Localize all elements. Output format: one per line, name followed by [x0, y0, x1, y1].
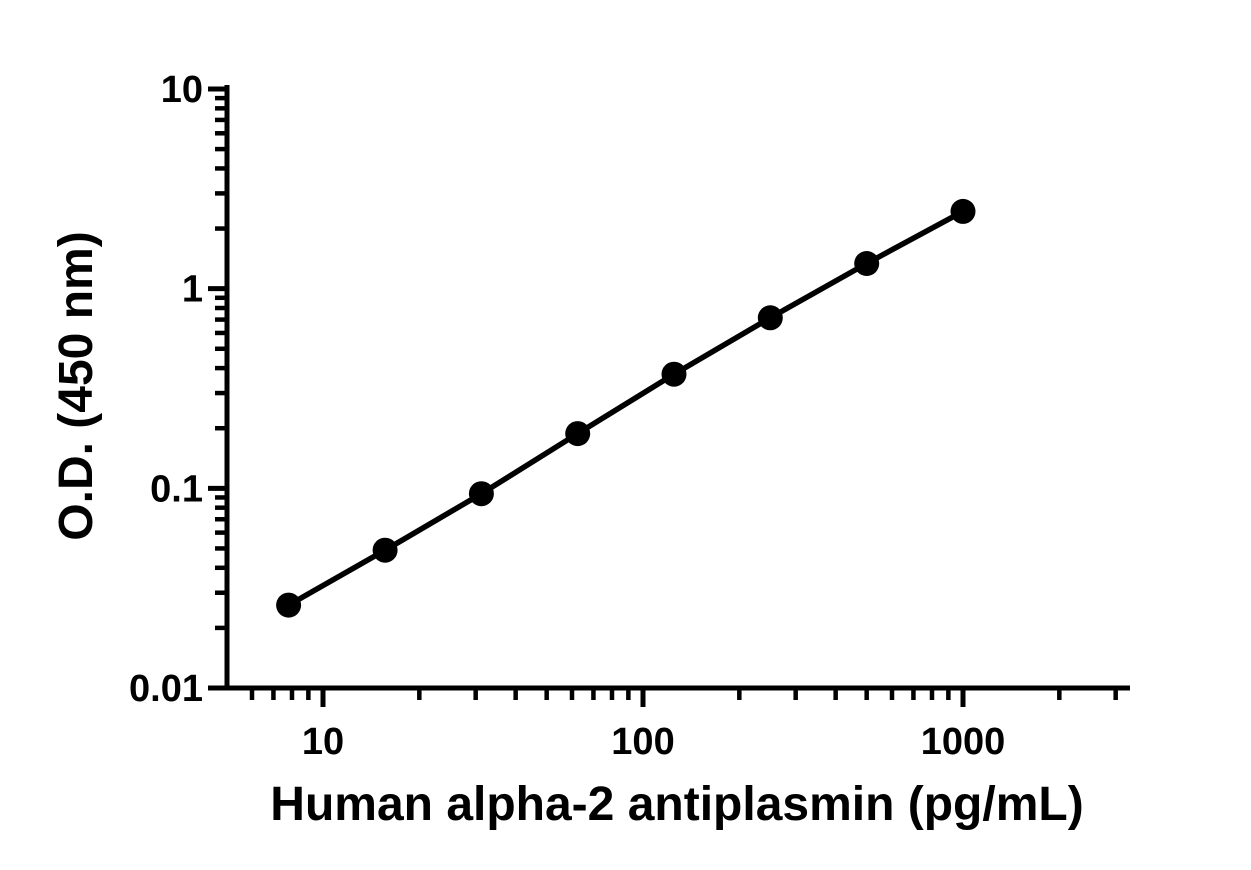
data-point: [565, 421, 591, 447]
tick-label-layer: 10 100 1000 0.01 0.1 1 10: [129, 69, 1005, 763]
x-tick-label: 1000: [921, 721, 1006, 763]
y-tick-label: 0.1: [150, 468, 203, 510]
data-point: [661, 361, 687, 387]
data-point: [372, 537, 398, 563]
axis-layer: [208, 85, 1130, 707]
x-tick-label: 10: [302, 721, 344, 763]
y-axis-title: O.D. (450 nm): [50, 231, 103, 540]
data-point: [468, 481, 494, 507]
y-tick-label: 10: [161, 69, 203, 111]
data-point: [757, 305, 783, 331]
curve-layer: [276, 198, 976, 618]
x-tick-label: 100: [611, 721, 674, 763]
y-tick-label: 0.01: [129, 668, 203, 710]
data-point: [854, 251, 880, 276]
data-point: [276, 592, 302, 618]
x-axis-title: Human alpha-2 antiplasmin (pg/mL): [270, 778, 1083, 831]
curve-line: [285, 208, 966, 608]
y-tick-label: 1: [182, 269, 203, 311]
data-point: [950, 198, 976, 224]
